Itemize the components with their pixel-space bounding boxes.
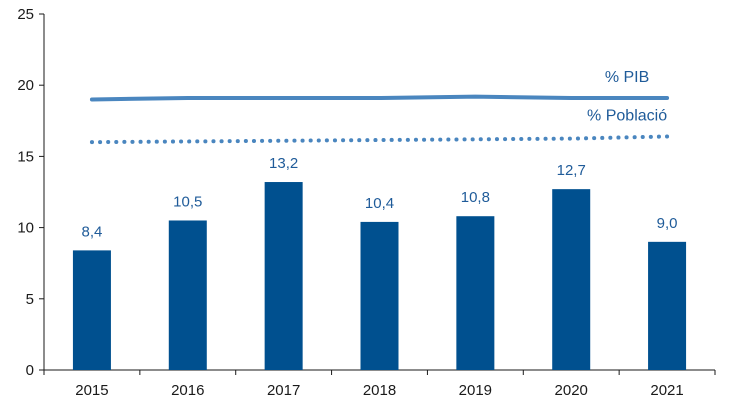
series-label: % Població: [587, 107, 667, 124]
y-tick-label: 25: [17, 6, 34, 23]
data-label: 8,4: [81, 223, 102, 240]
data-labels: 8,4 10,5 13,2 10,4 10,8 12,7 9,0: [81, 155, 677, 240]
x-axis: 2015 2016 2017 2018 2019 2020 2021: [43, 369, 716, 399]
data-label: 10,4: [365, 195, 394, 212]
x-tick-label: 2016: [171, 382, 204, 399]
bar-2018: [360, 221, 399, 370]
series-line-poblacio: [89, 134, 670, 145]
y-tick-label: 5: [26, 291, 34, 308]
x-tick-label: 2015: [75, 382, 108, 399]
bar-2019: [456, 216, 495, 370]
bar-2017: [264, 182, 303, 370]
x-tick-label: 2021: [650, 382, 683, 399]
data-label: 10,8: [461, 189, 490, 206]
data-label: 10,5: [173, 193, 202, 210]
series-lines: % PIB % Població: [89, 69, 670, 145]
series-line-pib: [89, 94, 670, 102]
y-tick-label: 10: [17, 220, 34, 237]
data-label: 12,7: [557, 162, 586, 179]
data-label: 13,2: [269, 155, 298, 172]
bar-2020: [552, 189, 591, 370]
bar-2021: [648, 241, 687, 370]
series-label: % PIB: [605, 69, 649, 86]
y-tick-label: 20: [17, 77, 34, 94]
x-tick-label: 2019: [459, 382, 492, 399]
x-tick-label: 2017: [267, 382, 300, 399]
bars: [72, 182, 687, 370]
y-tick-label: 0: [26, 362, 34, 379]
bar-2016: [168, 220, 207, 370]
y-axis: 0 5 10 15 20 25: [17, 6, 45, 379]
y-tick-label: 15: [17, 148, 34, 165]
x-tick-label: 2018: [363, 382, 396, 399]
x-tick-label: 2020: [555, 382, 588, 399]
data-label: 9,0: [657, 215, 678, 232]
bar-2015: [72, 250, 111, 370]
